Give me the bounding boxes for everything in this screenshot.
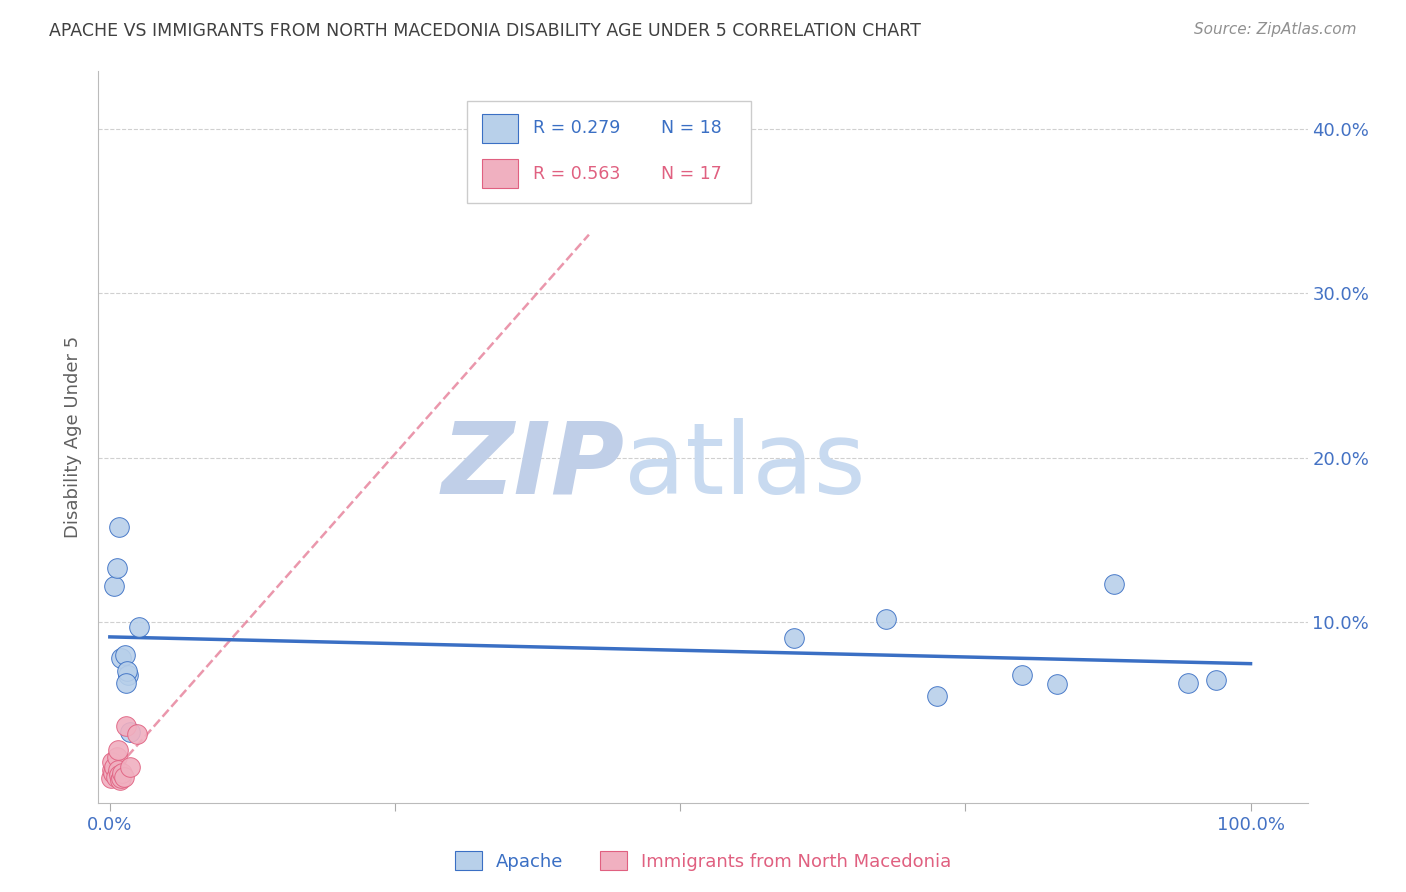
Point	[128, 620, 150, 634]
Point	[103, 759, 125, 773]
Text: N = 17: N = 17	[661, 165, 721, 183]
FancyBboxPatch shape	[482, 159, 517, 188]
Point	[107, 743, 129, 757]
Point	[108, 768, 131, 782]
Text: R = 0.279: R = 0.279	[533, 120, 620, 137]
Point	[1177, 675, 1199, 690]
Point	[105, 560, 128, 574]
Legend: Apache, Immigrants from North Macedonia: Apache, Immigrants from North Macedonia	[447, 844, 959, 878]
Text: R = 0.563: R = 0.563	[533, 165, 620, 183]
Point	[1046, 677, 1069, 691]
Point	[111, 766, 134, 780]
Text: Source: ZipAtlas.com: Source: ZipAtlas.com	[1194, 22, 1357, 37]
FancyBboxPatch shape	[467, 101, 751, 203]
Point	[107, 763, 129, 777]
Point	[114, 648, 136, 662]
Y-axis label: Disability Age Under 5: Disability Age Under 5	[65, 336, 83, 538]
Point	[112, 770, 135, 784]
Point	[115, 665, 138, 679]
Text: atlas: atlas	[624, 417, 866, 515]
Point	[117, 667, 139, 681]
Point	[105, 749, 128, 764]
Point	[103, 766, 125, 780]
Point	[110, 771, 132, 785]
Point	[120, 725, 142, 739]
Point	[1102, 577, 1125, 591]
Point	[925, 689, 948, 703]
Point	[110, 651, 132, 665]
Point	[114, 675, 136, 690]
Point	[783, 632, 806, 646]
Point	[120, 759, 142, 773]
Point	[127, 727, 149, 741]
Point	[1205, 673, 1227, 687]
Point	[100, 771, 122, 785]
Text: ZIP: ZIP	[441, 417, 624, 515]
Point	[101, 755, 124, 769]
Point	[108, 519, 131, 533]
Point	[103, 579, 125, 593]
Text: N = 18: N = 18	[661, 120, 721, 137]
Text: APACHE VS IMMIGRANTS FROM NORTH MACEDONIA DISABILITY AGE UNDER 5 CORRELATION CHA: APACHE VS IMMIGRANTS FROM NORTH MACEDONI…	[49, 22, 921, 40]
Point	[1011, 667, 1033, 681]
FancyBboxPatch shape	[482, 114, 517, 143]
Point	[114, 718, 136, 732]
Point	[875, 612, 897, 626]
Point	[104, 770, 127, 784]
Point	[108, 772, 131, 787]
Point	[101, 763, 124, 777]
